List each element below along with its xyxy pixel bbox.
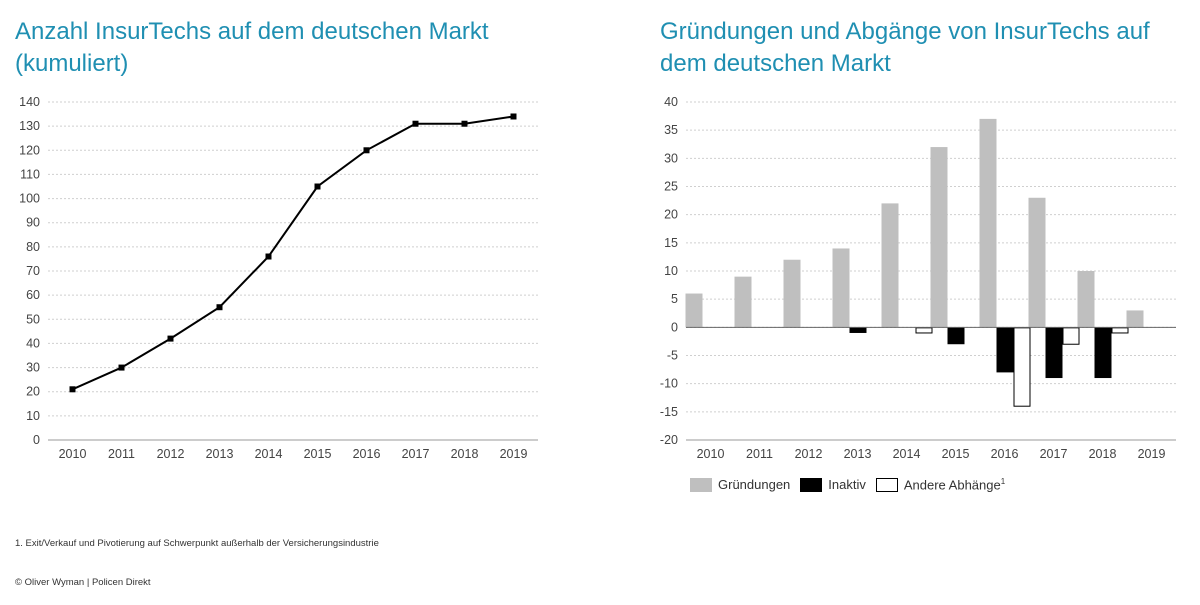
bar-andere-abhaenge bbox=[1111, 327, 1129, 334]
left-y-tick-label: 20 bbox=[26, 385, 40, 399]
bar-gruendungen bbox=[930, 147, 948, 328]
right-x-tick-label: 2019 bbox=[1138, 447, 1166, 461]
left-y-tick-label: 50 bbox=[26, 312, 40, 326]
bar-gruendungen bbox=[1126, 310, 1144, 328]
left-data-point bbox=[363, 147, 370, 154]
left-y-tick-label: 90 bbox=[26, 216, 40, 230]
left-chart-title: Anzahl InsurTechs auf dem deutschen Mark… bbox=[15, 18, 489, 77]
bar-gruendungen bbox=[832, 248, 850, 328]
left-series-line bbox=[72, 115, 514, 391]
legend-label-gruendungen: Gründungen bbox=[718, 477, 791, 493]
bar-gruendungen bbox=[1028, 197, 1046, 328]
left-data-point bbox=[216, 304, 223, 311]
bar-andere-abhaenge bbox=[1062, 327, 1080, 345]
right-bar-chart: -20 -15 -10 -5 0 5 10 15 20 25 30 35 40 2010 2011 2012 2… bbox=[660, 95, 1176, 461]
left-data-point bbox=[69, 386, 76, 393]
legend-item-inaktiv: Inaktiv bbox=[800, 477, 866, 492]
bar-andere-abhaenge bbox=[1013, 327, 1031, 407]
left-x-tick-label: 2010 bbox=[59, 447, 87, 461]
right-y-tick-label: 15 bbox=[664, 236, 678, 250]
legend-label-andere: Andere Abhänge1 bbox=[904, 477, 1005, 492]
legend-item-andere: Andere Abhänge1 bbox=[875, 477, 1005, 492]
copyright: © Oliver Wyman | Policen Direkt bbox=[15, 577, 151, 588]
legend-item-gruendungen: Gründungen bbox=[690, 477, 790, 492]
left-y-tick-label: 80 bbox=[26, 240, 40, 254]
left-x-tick-label: 2014 bbox=[255, 447, 283, 461]
left-data-point bbox=[314, 183, 321, 190]
bar-chart-legend: Gründungen Inaktiv Andere Abhänge1 bbox=[690, 477, 1015, 492]
left-y-tick-label: 100 bbox=[19, 192, 40, 206]
legend-swatch-andere bbox=[875, 477, 898, 492]
legend-swatch-inaktiv bbox=[800, 477, 823, 492]
left-y-tick-label: 0 bbox=[33, 433, 40, 447]
left-data-point bbox=[412, 120, 419, 127]
left-x-tick-label: 2019 bbox=[500, 447, 528, 461]
left-y-tick-label: 110 bbox=[20, 167, 40, 181]
footnote: 1. Exit/Verkauf und Pivotierung auf Schw… bbox=[15, 538, 379, 549]
legend-swatch-gruendungen bbox=[690, 477, 712, 492]
bar-gruendungen bbox=[1077, 271, 1095, 328]
left-x-tick-label: 2012 bbox=[157, 447, 185, 461]
right-y-tick-label: 5 bbox=[671, 292, 678, 306]
left-data-point bbox=[167, 335, 174, 342]
bar-gruendungen bbox=[881, 203, 899, 328]
bar-andere-abhaenge bbox=[915, 327, 933, 334]
right-x-tick-label: 2012 bbox=[795, 447, 823, 461]
left-y-tick-label: 70 bbox=[26, 264, 40, 278]
right-y-tick-label: -5 bbox=[667, 349, 678, 363]
right-x-tick-label: 2016 bbox=[991, 447, 1019, 461]
left-y-tick-label: 140 bbox=[19, 95, 40, 109]
left-data-point bbox=[510, 113, 517, 120]
right-y-tick-label: 30 bbox=[664, 151, 678, 165]
right-y-tick-label: 40 bbox=[664, 95, 678, 109]
legend-label-inaktiv: Inaktiv bbox=[828, 477, 866, 493]
right-y-tick-label: 35 bbox=[664, 123, 678, 137]
bar-inaktiv bbox=[1045, 327, 1063, 379]
right-x-tick-label: 2015 bbox=[942, 447, 970, 461]
right-y-tick-label: 10 bbox=[664, 264, 678, 278]
left-y-tick-label: 40 bbox=[26, 336, 40, 350]
right-x-tick-label: 2018 bbox=[1089, 447, 1117, 461]
left-x-tick-label: 2015 bbox=[304, 447, 332, 461]
bar-gruendungen bbox=[734, 276, 752, 328]
left-y-tick-label: 130 bbox=[19, 119, 40, 133]
right-chart-title: Gründungen und Abgänge von InsurTechs au… bbox=[660, 18, 1150, 77]
right-x-tick-label: 2017 bbox=[1040, 447, 1068, 461]
right-y-tick-label: 20 bbox=[664, 208, 678, 222]
left-x-tick-label: 2017 bbox=[402, 447, 430, 461]
bar-gruendungen bbox=[979, 118, 997, 328]
bar-gruendungen bbox=[685, 293, 703, 328]
left-data-point bbox=[265, 253, 272, 260]
right-x-tick-label: 2011 bbox=[746, 447, 773, 461]
left-x-tick-label: 2011 bbox=[108, 447, 135, 461]
legend-label-andere-text: Andere Abhänge bbox=[903, 477, 1001, 493]
left-x-tick-label: 2013 bbox=[206, 447, 234, 461]
left-x-tick-label: 2018 bbox=[451, 447, 479, 461]
bar-gruendungen bbox=[783, 259, 801, 328]
right-x-tick-label: 2013 bbox=[844, 447, 872, 461]
left-data-point bbox=[461, 120, 468, 127]
bar-inaktiv bbox=[947, 327, 965, 345]
left-y-tick-label: 60 bbox=[26, 288, 40, 302]
right-x-tick-label: 2014 bbox=[893, 447, 921, 461]
right-y-tick-label: -20 bbox=[660, 433, 678, 447]
right-x-tick-label: 2010 bbox=[697, 447, 725, 461]
left-y-tick-label: 30 bbox=[26, 361, 40, 375]
right-y-tick-label: 25 bbox=[664, 180, 678, 194]
legend-footnote-marker: 1 bbox=[1000, 477, 1006, 486]
right-y-tick-label: -15 bbox=[660, 405, 678, 419]
bar-inaktiv bbox=[1094, 327, 1112, 379]
bar-inaktiv bbox=[849, 327, 867, 333]
left-x-tick-label: 2016 bbox=[353, 447, 381, 461]
left-y-tick-label: 120 bbox=[19, 143, 40, 157]
left-data-point bbox=[118, 364, 125, 371]
right-y-tick-label: -10 bbox=[660, 377, 678, 391]
left-line-chart: 0 10 20 30 40 50 60 70 80 90 100 110 120 130 140 2010 20… bbox=[19, 95, 538, 461]
right-y-tick-label: 0 bbox=[671, 320, 678, 334]
bar-inaktiv bbox=[996, 327, 1014, 373]
left-y-tick-label: 10 bbox=[26, 409, 40, 423]
